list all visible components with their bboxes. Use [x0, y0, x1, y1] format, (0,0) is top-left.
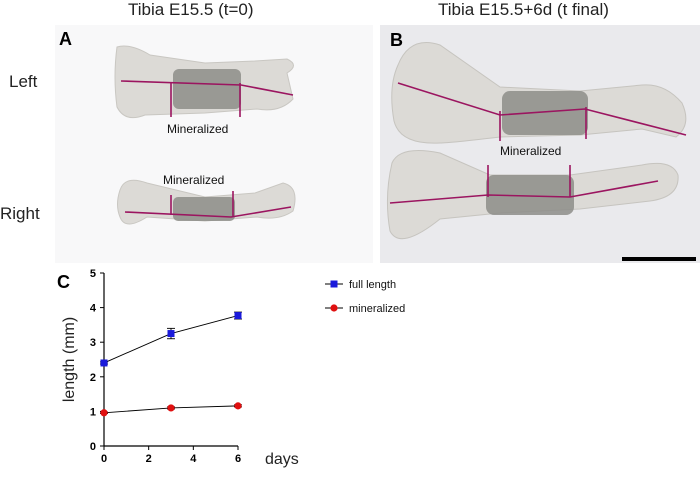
length-line-right-t0 — [124, 206, 292, 218]
row-label-left: Left — [9, 72, 38, 91]
length-line-left-t0 — [120, 80, 294, 96]
length-line-left-tfinal — [397, 82, 687, 136]
x-tick-label: 2 — [146, 453, 152, 465]
panel-a-letter: A — [59, 29, 72, 49]
legend-marker-circle — [330, 304, 338, 312]
mineralized-label-left-t0: Mineralized — [167, 122, 229, 136]
y-tick-label: 1 — [90, 406, 96, 418]
mineral-zone-left-tfinal — [502, 91, 588, 135]
length-chart-svg: 0 1 2 3 4 5 0 2 4 6 days length (mm) full length mine… — [61, 268, 405, 468]
x-tick-label: 4 — [190, 453, 197, 465]
legend-label: full length — [349, 279, 396, 291]
panel-b-letter: B — [390, 30, 403, 50]
legend-marker-square — [330, 280, 338, 288]
mineralized-label-right-t0: Mineralized — [163, 173, 225, 187]
mineral-zone-right-tfinal — [486, 175, 574, 215]
y-tick-label: 3 — [90, 337, 96, 349]
y-tick-label: 2 — [90, 372, 96, 384]
data-point-full-length — [234, 312, 242, 320]
panel-a-image — [114, 45, 296, 225]
panel-b-micrograph: B Mineralized — [380, 25, 700, 263]
y-axis-label: length (mm) — [61, 317, 78, 402]
series-line-0 — [103, 315, 239, 364]
column-title-tfinal: Tibia E15.5+6d (t final) — [438, 0, 609, 19]
panel-a-micrograph: A Mineralized Mineralized — [55, 25, 373, 263]
row-label-right: Right — [0, 204, 40, 223]
panel-c-letter: C — [57, 272, 70, 292]
length-line-right-tfinal — [389, 180, 659, 204]
x-tick-label: 0 — [101, 453, 107, 465]
data-point-mineralized — [234, 402, 242, 410]
panel-b-image — [386, 42, 696, 261]
y-tick-label: 4 — [90, 303, 97, 315]
data-point-mineralized — [167, 404, 175, 412]
x-tick-label: 6 — [235, 453, 241, 465]
data-point-full-length — [100, 359, 108, 367]
legend-label: mineralized — [349, 303, 405, 315]
mineralized-label-tfinal: Mineralized — [500, 144, 562, 158]
data-point-full-length — [167, 330, 175, 338]
panel-c-chart: C 0 1 2 3 4 5 0 2 4 6 days length (mm) full length mi… — [0, 262, 700, 478]
x-axis-label: days — [265, 451, 299, 468]
data-point-mineralized — [100, 409, 108, 417]
column-title-t0: Tibia E15.5 (t=0) — [128, 0, 254, 19]
y-tick-label: 5 — [90, 268, 96, 280]
y-tick-label: 0 — [90, 441, 96, 453]
scale-bar — [622, 257, 696, 261]
mineral-zone-left-t0 — [173, 69, 241, 109]
